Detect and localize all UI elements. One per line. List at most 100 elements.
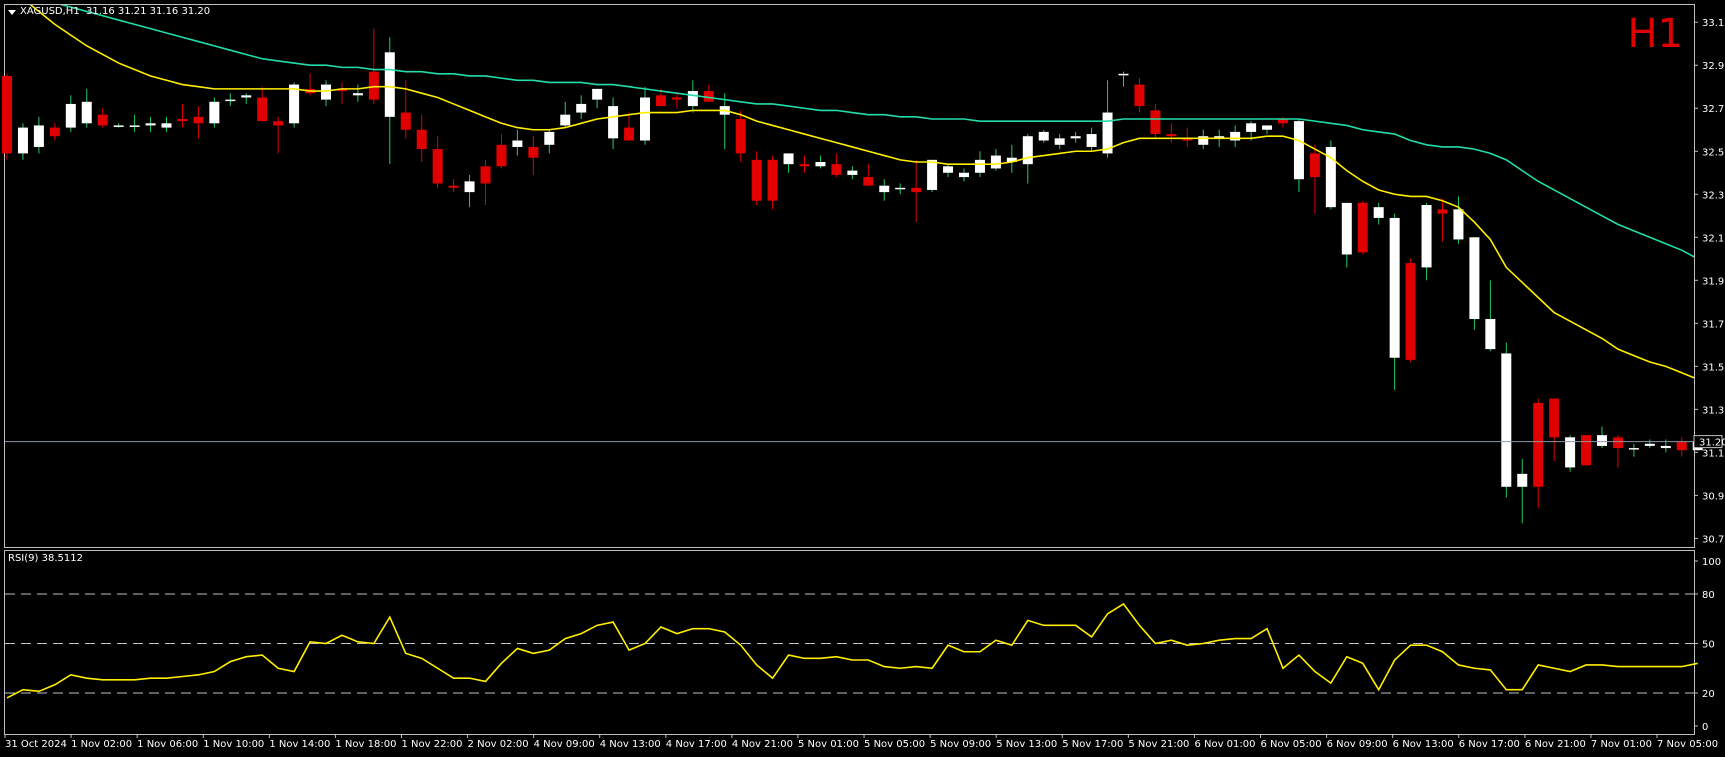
candle[interactable]: [560, 101, 571, 128]
candle[interactable]: [1517, 458, 1528, 524]
candle[interactable]: [1453, 196, 1464, 244]
candle[interactable]: [1485, 280, 1496, 352]
candle[interactable]: [751, 151, 762, 206]
candle[interactable]: [735, 110, 746, 163]
candle[interactable]: [65, 95, 76, 132]
candle[interactable]: [2, 73, 12, 160]
candle[interactable]: [289, 82, 300, 128]
candle[interactable]: [687, 80, 698, 113]
candle[interactable]: [863, 164, 874, 186]
candle[interactable]: [592, 88, 603, 109]
candle[interactable]: [1612, 435, 1623, 468]
candle[interactable]: [113, 123, 124, 128]
candle[interactable]: [783, 153, 794, 173]
candle[interactable]: [464, 174, 475, 208]
candle[interactable]: [1581, 435, 1592, 466]
candle[interactable]: [33, 116, 44, 154]
candle[interactable]: [1325, 140, 1336, 210]
candle[interactable]: [990, 149, 1001, 171]
candle[interactable]: [273, 116, 284, 154]
candle[interactable]: [703, 84, 714, 102]
candle[interactable]: [544, 129, 555, 154]
candle[interactable]: [608, 97, 619, 150]
candle[interactable]: [799, 155, 810, 173]
candle[interactable]: [241, 93, 252, 104]
candle[interactable]: [384, 37, 395, 165]
candle[interactable]: [225, 93, 236, 107]
candle[interactable]: [1565, 435, 1576, 472]
candle[interactable]: [145, 116, 156, 132]
candle[interactable]: [448, 179, 459, 193]
candle[interactable]: [1437, 198, 1448, 242]
candle[interactable]: [1102, 80, 1113, 158]
candle[interactable]: [1198, 129, 1209, 150]
candle[interactable]: [1644, 439, 1655, 449]
candle[interactable]: [895, 183, 906, 195]
candle[interactable]: [959, 168, 969, 182]
candle[interactable]: [1469, 237, 1480, 330]
candle[interactable]: [161, 116, 172, 132]
candle[interactable]: [847, 166, 858, 180]
candle[interactable]: [1070, 131, 1081, 143]
candle[interactable]: [368, 28, 379, 104]
candle[interactable]: [17, 123, 28, 160]
candle[interactable]: [1373, 202, 1384, 225]
candle[interactable]: [1038, 129, 1049, 143]
candle[interactable]: [1230, 125, 1241, 147]
candle[interactable]: [1150, 103, 1161, 139]
candle[interactable]: [336, 82, 347, 104]
candle[interactable]: [1246, 121, 1257, 141]
candle[interactable]: [193, 106, 204, 139]
candle[interactable]: [1086, 127, 1097, 152]
candle[interactable]: [1118, 71, 1129, 87]
candle[interactable]: [129, 114, 140, 132]
candle[interactable]: [576, 95, 587, 119]
candle[interactable]: [1676, 437, 1687, 457]
candle[interactable]: [209, 97, 220, 128]
candle[interactable]: [81, 88, 92, 128]
candle[interactable]: [767, 155, 778, 210]
candle[interactable]: [1309, 144, 1320, 214]
candle[interactable]: [352, 84, 363, 102]
candle[interactable]: [1501, 342, 1512, 498]
candle[interactable]: [879, 179, 890, 201]
candle[interactable]: [1628, 443, 1639, 457]
candle[interactable]: [1166, 123, 1177, 143]
candle[interactable]: [432, 136, 443, 188]
candle[interactable]: [512, 129, 523, 156]
candle[interactable]: [943, 164, 954, 178]
candle[interactable]: [496, 134, 507, 169]
candle[interactable]: [257, 86, 268, 122]
candle[interactable]: [1549, 398, 1560, 461]
candle[interactable]: [416, 114, 427, 163]
candle[interactable]: [480, 159, 491, 206]
candle[interactable]: [177, 103, 188, 128]
candle[interactable]: [911, 159, 922, 223]
candle[interactable]: [1421, 202, 1432, 281]
candle[interactable]: [1405, 258, 1416, 363]
candle[interactable]: [815, 155, 826, 169]
candle[interactable]: [1182, 127, 1193, 147]
candle[interactable]: [927, 159, 938, 193]
candlestick-series[interactable]: [2, 28, 1703, 524]
candle[interactable]: [1054, 134, 1065, 150]
candle[interactable]: [1533, 398, 1544, 509]
candle[interactable]: [1262, 125, 1273, 135]
candle[interactable]: [400, 80, 411, 139]
candle[interactable]: [831, 153, 842, 178]
candle[interactable]: [1389, 213, 1400, 390]
candle[interactable]: [1134, 78, 1145, 113]
candle[interactable]: [671, 93, 682, 109]
candle[interactable]: [1022, 134, 1033, 184]
candle[interactable]: [49, 123, 60, 141]
candle[interactable]: [528, 136, 539, 175]
candle[interactable]: [1357, 200, 1368, 255]
candle[interactable]: [1341, 202, 1352, 268]
candle[interactable]: [1293, 118, 1304, 193]
candle[interactable]: [640, 86, 650, 145]
candle[interactable]: [97, 108, 108, 128]
candle[interactable]: [1006, 144, 1017, 173]
chevron-down-icon[interactable]: [8, 10, 16, 15]
candle[interactable]: [1597, 426, 1607, 449]
candle[interactable]: [624, 112, 635, 141]
